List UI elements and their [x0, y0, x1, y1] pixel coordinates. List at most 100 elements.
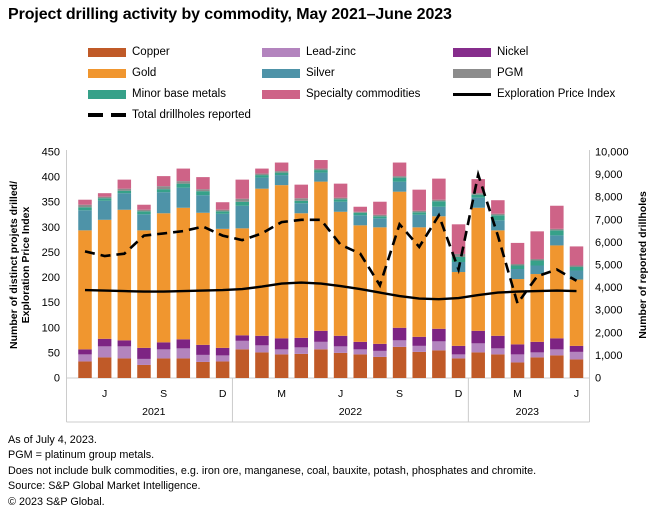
y-axis-right-title: Number of reported drillholes — [637, 191, 649, 339]
bar-segment-gold — [215, 228, 230, 348]
bar-segment-lead-zinc — [235, 340, 250, 350]
legend-swatch-total-drillholes-reported — [88, 113, 126, 117]
bar-segment-specialty-commodities — [215, 202, 230, 210]
legend-item-minor-base-metals: Minor base metals — [88, 88, 226, 100]
bar-segment-minor-base-metals — [451, 256, 466, 262]
legend-swatch-silver — [262, 68, 300, 78]
footnotes: As of July 4, 2023. PGM = platinum group… — [8, 433, 536, 510]
legend-item-gold: Gold — [88, 67, 156, 79]
bar-segment-nickel — [569, 345, 584, 352]
bar-segment-gold — [235, 228, 250, 336]
bar-segment-minor-base-metals — [471, 194, 485, 198]
bar-segment-lead-zinc — [294, 347, 309, 354]
legend-item-nickel: Nickel — [453, 46, 528, 58]
legend-swatch-copper — [88, 47, 126, 57]
bar-segment-minor-base-metals — [569, 267, 584, 271]
bar-segment-silver — [373, 218, 387, 228]
bar-segment-copper — [412, 351, 426, 378]
legend-label-copper: Copper — [132, 46, 170, 58]
x-axis-month-label: J — [574, 388, 579, 400]
bar-segment-pgm — [314, 168, 328, 171]
bar-segment-pgm — [196, 189, 210, 192]
bar-segment-specialty-commodities — [137, 204, 151, 210]
bar-segment-copper — [373, 356, 387, 378]
legend-item-pgm: PGM — [453, 67, 523, 79]
bar-segment-copper — [156, 358, 171, 378]
bar-segment-pgm — [353, 211, 367, 213]
bar-segment-pgm — [333, 197, 348, 200]
legend-label-nickel: Nickel — [497, 46, 529, 58]
bar-segment-gold — [294, 213, 309, 338]
bar-segment-gold — [314, 181, 328, 331]
bar-segment-silver — [78, 210, 92, 231]
bar-segment-gold — [255, 188, 269, 336]
bar-segment-lead-zinc — [274, 349, 289, 355]
bar-segment-nickel — [412, 336, 426, 346]
bar-segment-lead-zinc — [569, 351, 584, 360]
bar-segment-silver — [510, 269, 525, 280]
y-axis-right-tick-label: 1,000 — [595, 350, 623, 362]
bar-segment-silver — [530, 265, 544, 275]
bar-segment-gold — [392, 191, 407, 328]
bar-segment-minor-base-metals — [432, 201, 446, 207]
bar-segment-minor-base-metals — [274, 172, 289, 176]
bar-segment-copper — [510, 362, 525, 378]
bar-segment-lead-zinc — [97, 346, 112, 358]
bar-segment-specialty-commodities — [510, 242, 525, 264]
bar-segment-lead-zinc — [550, 349, 564, 356]
bar-segment-lead-zinc — [432, 341, 446, 351]
bar-segment-minor-base-metals — [333, 199, 348, 202]
bar-segment-copper — [215, 361, 230, 378]
bar-segment-gold — [432, 216, 446, 329]
bar-segment-gold — [156, 213, 171, 343]
y-axis-left-tick-label: 200 — [42, 272, 60, 284]
bar-segment-silver — [137, 214, 151, 231]
bar-segment-nickel — [255, 335, 269, 346]
y-axis-left-tick-label: 450 — [42, 147, 60, 159]
bar-segment-minor-base-metals — [78, 207, 92, 211]
bar-segment-gold — [333, 211, 348, 336]
line-exploration-price-index — [84, 281, 577, 301]
bar-segment-minor-base-metals — [412, 212, 426, 215]
bar-segment-nickel — [471, 330, 485, 344]
bar-segment-nickel — [392, 327, 407, 341]
bar-segment-pgm — [176, 181, 191, 184]
bar-segment-pgm — [569, 265, 584, 268]
chart-plot-area: 0 50 100 150 200 250 300 350 400 450 0 1,000 2,000 3,… — [0, 130, 660, 432]
bar-segment-lead-zinc — [333, 346, 348, 353]
bar-segment-silver — [550, 235, 564, 246]
legend-item-silver: Silver — [262, 67, 335, 79]
bar-segment-pgm — [392, 176, 407, 178]
bar-segment-gold — [550, 245, 564, 339]
bar-segment-specialty-commodities — [491, 200, 505, 214]
legend-swatch-specialty-commodities — [262, 89, 300, 99]
bar-segment-copper — [432, 350, 446, 378]
bar-segment-specialty-commodities — [156, 176, 171, 187]
bar-segment-specialty-commodities — [274, 162, 289, 172]
bar-segment-specialty-commodities — [353, 206, 367, 212]
legend-label-minor-base-metals: Minor base metals — [132, 88, 226, 100]
bar-segment-nickel — [432, 328, 446, 342]
bar-segment-lead-zinc — [137, 358, 151, 365]
bar-segment-lead-zinc — [373, 350, 387, 357]
bar-segment-minor-base-metals — [176, 183, 191, 188]
bar-segment-gold — [451, 272, 466, 346]
bar-segment-silver — [196, 195, 210, 213]
bar-segment-specialty-commodities — [255, 168, 269, 174]
y-axis-right-tick-label: 3,000 — [595, 305, 623, 317]
bar-segment-gold — [569, 279, 584, 346]
bar-segment-lead-zinc — [451, 354, 466, 359]
footnote-source: Source: S&P Global Market Intelligence. — [8, 480, 201, 493]
bar-segment-specialty-commodities — [97, 193, 112, 197]
bar-segment-copper — [392, 346, 407, 378]
bar-segment-nickel — [235, 335, 250, 341]
bar-segment-pgm — [432, 199, 446, 202]
bar-segment-nickel — [373, 343, 387, 351]
bar-segment-copper — [235, 349, 250, 378]
bar-segment-minor-base-metals — [137, 211, 151, 215]
bar-segment-lead-zinc — [412, 345, 426, 352]
y-axis-right-tick-label: 4,000 — [595, 282, 623, 294]
bar-segment-copper — [314, 349, 328, 378]
bar-segment-minor-base-metals — [215, 211, 230, 214]
bar-segment-gold — [412, 227, 426, 337]
